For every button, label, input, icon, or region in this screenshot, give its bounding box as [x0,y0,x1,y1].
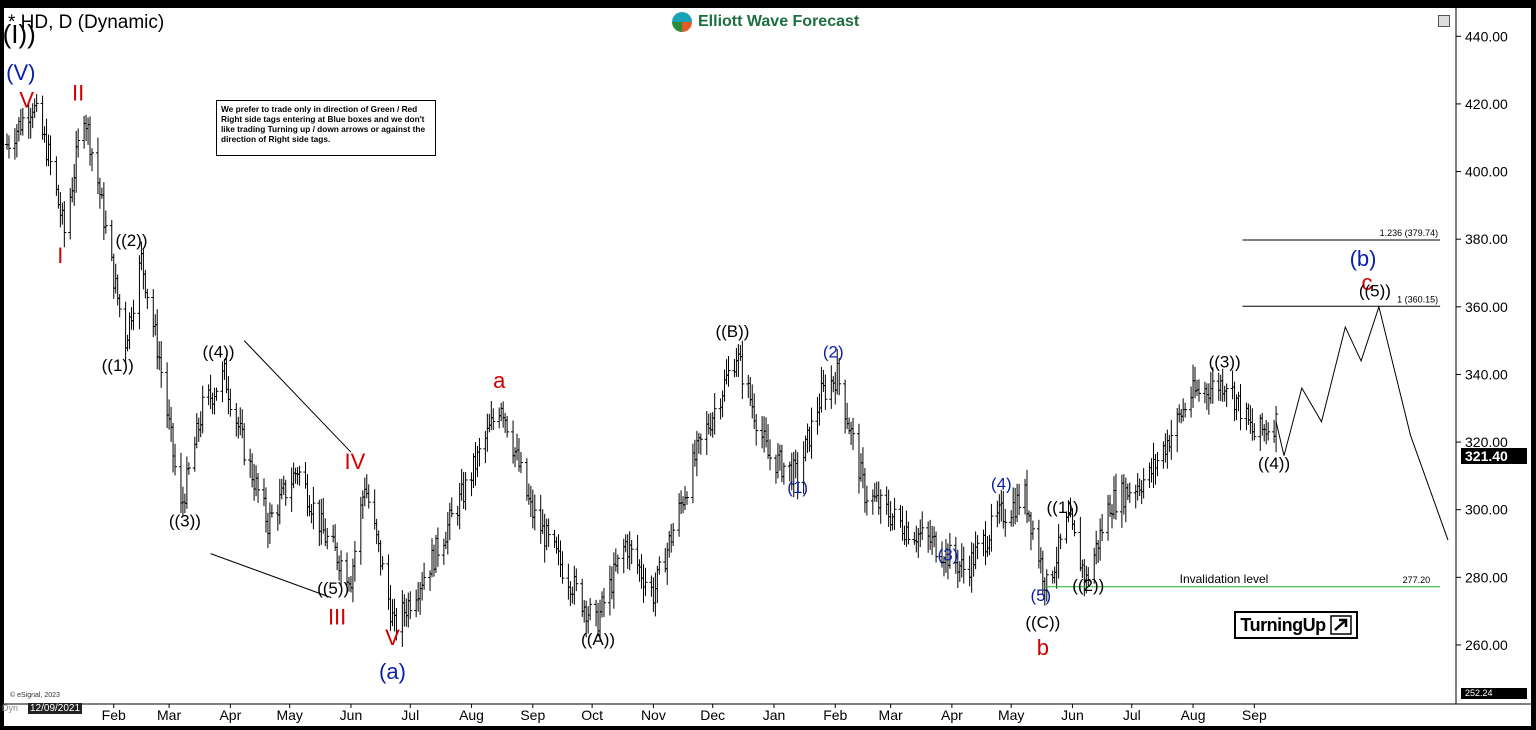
wave-label: (a) [379,659,406,684]
wave-label: b [1037,635,1049,660]
y-tick-label: 400.00 [1465,164,1508,180]
x-tick-label: Mar [157,707,181,723]
wave-label: ((4)) [202,343,234,362]
wave-label: ((2)) [115,231,147,250]
wave-label: (V) [6,60,35,85]
y-tick-label: 320.00 [1465,434,1508,450]
x-tick-label: Jul [1123,707,1141,723]
wave-label: ((5)) [1359,282,1391,301]
y-tick-label: 360.00 [1465,299,1508,315]
esignal-copyright: © eSignal, 2023 [10,692,60,699]
turning-up-label: TurningUp [1240,614,1326,635]
fib-level-label: 1.236 (379.74) [1380,228,1439,238]
y-tick-label: 300.00 [1465,502,1508,518]
projection-path [1275,304,1449,541]
chart-frame: 260.00 280.00 300.00 320.00 340.00 360.00 380.… [4,8,1531,726]
x-tick-label: Mar [879,707,903,723]
arrow-up-right-icon [1329,615,1352,635]
x-tick-label: Nov [641,707,666,723]
wave-label: ((2)) [1072,576,1104,595]
wave-label: ((1)) [102,356,134,375]
lowest-tick-tag: 252.24 [1461,688,1527,699]
y-tick-label: 420.00 [1465,96,1508,112]
wave-label: ((3)) [169,512,201,531]
turning-up-badge: TurningUp [1234,611,1358,639]
symbol-title: * HD, D (Dynamic) [8,12,165,33]
wave-label: IV [345,449,366,474]
wave-label: (4) [991,474,1012,493]
wave-label: (b) [1350,246,1377,271]
x-tick-label: Jan [763,707,786,723]
wave-label: ((4)) [1258,454,1290,473]
dynamic-mode-label: Dyn [2,703,19,713]
x-tick-label: May [276,707,302,723]
trading-note: We prefer to trade only in direction of … [216,100,436,156]
x-tick-label: Jun [1061,707,1084,723]
y-tick-label: 280.00 [1465,569,1508,585]
window-toggle-icon[interactable] [1438,15,1450,27]
wave-label: ((B)) [715,322,749,341]
wedge-trendline [243,340,352,453]
wave-label: (5) [1030,586,1051,605]
x-tick-label: Feb [102,707,126,723]
wave-label: (2) [823,343,844,362]
x-tick-label: Jul [401,707,419,723]
price-chart[interactable]: 260.00 280.00 300.00 320.00 340.00 360.00 380.… [4,8,1531,726]
x-tick-label: Feb [823,707,847,723]
x-tick-label: Oct [581,707,603,723]
x-tick-label: Apr [219,707,241,723]
logo-globe-icon [672,12,692,32]
wedge-trendline [210,553,332,599]
fib-level-label: 1 (360.15) [1397,294,1438,304]
wave-label: c [1362,270,1373,295]
start-date-label: 12/09/2021 [28,703,83,714]
logo: Elliott Wave Forecast [672,12,859,32]
invalidation-value: 277.20 [1403,575,1431,585]
x-tick-label: Apr [941,707,963,723]
x-tick-label: Aug [459,707,484,723]
x-tick-label: Sep [1242,707,1267,723]
wave-label: ((1)) [1047,498,1079,517]
y-tick-label: 380.00 [1465,231,1508,247]
x-tick-label: Sep [520,707,545,723]
wave-label: (3) [938,545,959,564]
invalidation-label: Invalidation level [1180,572,1269,586]
wave-label: II [72,81,84,106]
wave-label: I [57,243,63,268]
wave-label: ((A)) [581,630,615,649]
wave-label: ((5)) [317,579,349,598]
wave-label: III [328,605,346,630]
wave-label: a [493,368,506,393]
x-tick-label: Dec [700,707,725,723]
x-tick-label: May [998,707,1024,723]
x-tick-label: Aug [1181,707,1206,723]
y-tick-label: 340.00 [1465,366,1508,382]
wave-label: ((C)) [1025,613,1060,632]
wave-label: ((I)) [4,19,36,49]
wave-label: ((3)) [1209,353,1241,372]
wave-label: V [385,625,400,650]
logo-text: Elliott Wave Forecast [698,13,860,30]
ewf-date: EWF 9.16.2023 [1391,706,1524,727]
current-price-tag: 321.40 [1461,448,1527,464]
y-tick-label: 440.00 [1465,28,1508,44]
wave-label: (1) [787,478,808,497]
wave-label: V [19,87,34,112]
x-tick-label: Jun [340,707,363,723]
y-tick-label: 260.00 [1465,637,1508,653]
